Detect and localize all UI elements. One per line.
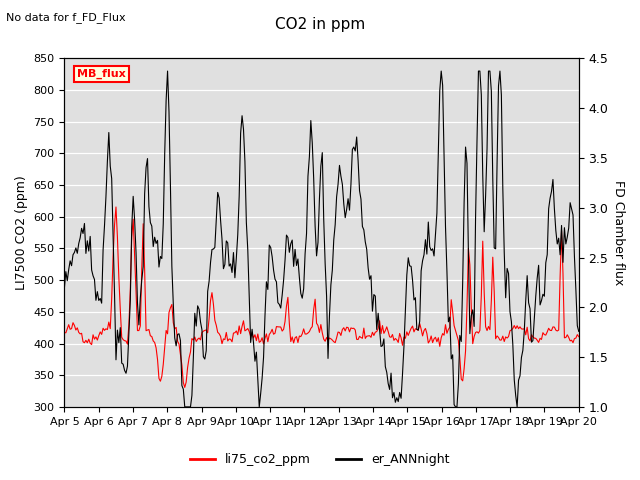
Legend: li75_co2_ppm, er_ANNnight: li75_co2_ppm, er_ANNnight bbox=[186, 448, 454, 471]
Y-axis label: LI7500 CO2 (ppm): LI7500 CO2 (ppm) bbox=[15, 175, 28, 290]
Text: No data for f_FD_Flux: No data for f_FD_Flux bbox=[6, 12, 126, 23]
Y-axis label: FD Chamber flux: FD Chamber flux bbox=[612, 180, 625, 285]
Text: CO2 in ppm: CO2 in ppm bbox=[275, 17, 365, 32]
Text: MB_flux: MB_flux bbox=[77, 69, 126, 79]
